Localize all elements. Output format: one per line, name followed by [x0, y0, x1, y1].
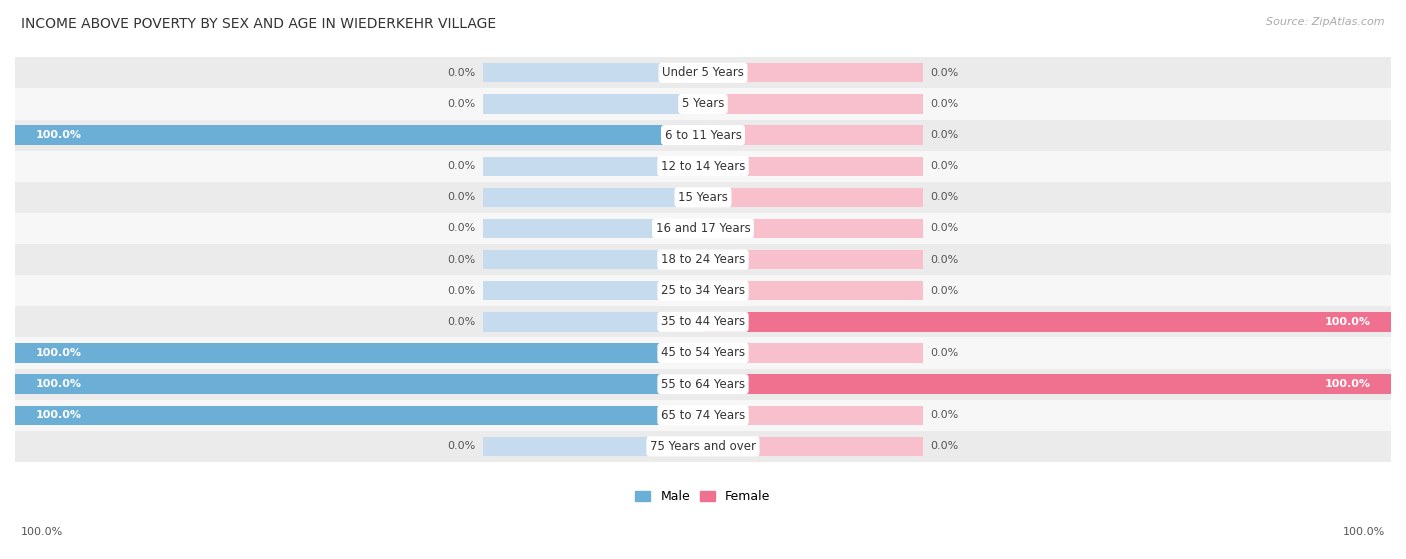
Text: 0.0%: 0.0% [447, 442, 477, 451]
Bar [703, 219, 924, 238]
Text: 100.0%: 100.0% [35, 130, 82, 140]
Text: 0.0%: 0.0% [929, 286, 959, 296]
Text: 35 to 44 Years: 35 to 44 Years [661, 315, 745, 328]
Bar [482, 219, 703, 238]
Bar [482, 157, 703, 176]
Bar [15, 338, 1391, 368]
Bar [703, 343, 924, 363]
Text: 100.0%: 100.0% [1324, 317, 1371, 327]
Text: 0.0%: 0.0% [929, 99, 959, 109]
Bar [703, 188, 924, 207]
Bar [482, 281, 703, 300]
Text: 18 to 24 Years: 18 to 24 Years [661, 253, 745, 266]
Bar [703, 312, 924, 331]
Bar [482, 94, 703, 113]
Text: 55 to 64 Years: 55 to 64 Years [661, 378, 745, 391]
Bar [703, 312, 1391, 331]
Bar [15, 125, 703, 145]
Bar [482, 406, 703, 425]
Bar [15, 375, 703, 394]
Bar [703, 157, 924, 176]
Bar [15, 368, 1391, 400]
Bar [15, 431, 1391, 462]
Text: 0.0%: 0.0% [929, 130, 959, 140]
Text: 0.0%: 0.0% [929, 442, 959, 451]
Bar [703, 375, 1391, 394]
Text: 100.0%: 100.0% [35, 379, 82, 389]
Text: Source: ZipAtlas.com: Source: ZipAtlas.com [1267, 17, 1385, 27]
Text: 0.0%: 0.0% [447, 68, 477, 78]
Bar [15, 306, 1391, 338]
Text: 0.0%: 0.0% [447, 192, 477, 202]
Bar [703, 250, 924, 269]
Text: 12 to 14 Years: 12 to 14 Years [661, 160, 745, 173]
Text: 0.0%: 0.0% [447, 254, 477, 264]
Text: 0.0%: 0.0% [929, 348, 959, 358]
Text: INCOME ABOVE POVERTY BY SEX AND AGE IN WIEDERKEHR VILLAGE: INCOME ABOVE POVERTY BY SEX AND AGE IN W… [21, 17, 496, 31]
Text: 25 to 34 Years: 25 to 34 Years [661, 284, 745, 297]
Text: 0.0%: 0.0% [929, 68, 959, 78]
Bar [15, 275, 1391, 306]
Text: 16 and 17 Years: 16 and 17 Years [655, 222, 751, 235]
Text: 0.0%: 0.0% [447, 99, 477, 109]
Text: 6 to 11 Years: 6 to 11 Years [665, 129, 741, 141]
Bar [703, 281, 924, 300]
Text: 0.0%: 0.0% [929, 161, 959, 171]
Bar [482, 437, 703, 456]
Bar [482, 375, 703, 394]
Bar [15, 182, 1391, 213]
Bar [703, 437, 924, 456]
Text: 0.0%: 0.0% [929, 410, 959, 420]
Text: 0.0%: 0.0% [447, 317, 477, 327]
Bar [482, 312, 703, 331]
Text: 0.0%: 0.0% [447, 224, 477, 234]
Text: 100.0%: 100.0% [1324, 379, 1371, 389]
Bar [703, 406, 924, 425]
Text: 0.0%: 0.0% [929, 254, 959, 264]
Text: 15 Years: 15 Years [678, 191, 728, 204]
Bar [15, 400, 1391, 431]
Bar [482, 125, 703, 145]
Text: 75 Years and over: 75 Years and over [650, 440, 756, 453]
Text: 45 to 54 Years: 45 to 54 Years [661, 347, 745, 359]
Text: 100.0%: 100.0% [35, 410, 82, 420]
Text: Under 5 Years: Under 5 Years [662, 67, 744, 79]
Text: 0.0%: 0.0% [929, 224, 959, 234]
Text: 0.0%: 0.0% [929, 192, 959, 202]
Bar [482, 250, 703, 269]
Bar [482, 343, 703, 363]
Bar [703, 125, 924, 145]
Text: 100.0%: 100.0% [1343, 527, 1385, 537]
Text: 100.0%: 100.0% [21, 527, 63, 537]
Text: 65 to 74 Years: 65 to 74 Years [661, 409, 745, 421]
Bar [15, 57, 1391, 88]
Bar [482, 63, 703, 83]
Bar [15, 88, 1391, 120]
Bar [703, 63, 924, 83]
Bar [15, 213, 1391, 244]
Text: 5 Years: 5 Years [682, 97, 724, 111]
Bar [15, 150, 1391, 182]
Legend: Male, Female: Male, Female [630, 485, 776, 508]
Bar [15, 343, 703, 363]
Bar [482, 188, 703, 207]
Text: 100.0%: 100.0% [35, 348, 82, 358]
Bar [15, 244, 1391, 275]
Bar [15, 120, 1391, 150]
Bar [703, 375, 924, 394]
Text: 0.0%: 0.0% [447, 161, 477, 171]
Bar [703, 94, 924, 113]
Text: 0.0%: 0.0% [447, 286, 477, 296]
Bar [15, 406, 703, 425]
